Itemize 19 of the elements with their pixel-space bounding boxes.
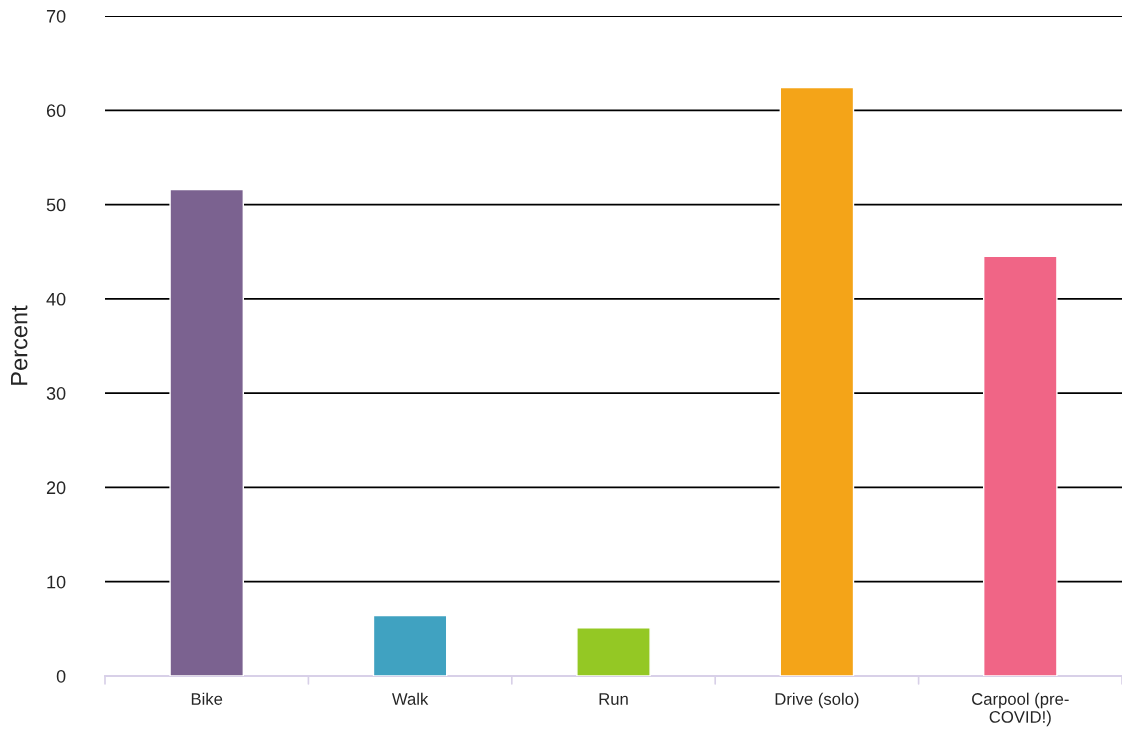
x-tick-label: Drive (solo) [775, 692, 859, 709]
y-tick-label: 60 [46, 104, 66, 118]
bar [372, 614, 448, 676]
y-tick-label: 40 [46, 292, 66, 306]
bar [576, 627, 651, 676]
x-tick-label: Run [599, 693, 628, 705]
y-tick-label: 70 [46, 9, 66, 23]
y-tick-label: 10 [47, 575, 66, 589]
y-tick-label: 50 [46, 198, 66, 212]
bar [169, 188, 245, 676]
bar [982, 255, 1058, 676]
x-tick-label: Carpool (pre-COVID!) [972, 692, 1069, 727]
x-tick-label: Bike [191, 692, 223, 705]
y-tick-label: 20 [46, 481, 66, 495]
y-tick-label: 0 [56, 669, 66, 683]
bar [779, 86, 855, 676]
x-tick-label: Walk [391, 692, 429, 705]
y-axis-title: Percent [11, 305, 28, 385]
y-tick-label: 30 [46, 387, 66, 400]
